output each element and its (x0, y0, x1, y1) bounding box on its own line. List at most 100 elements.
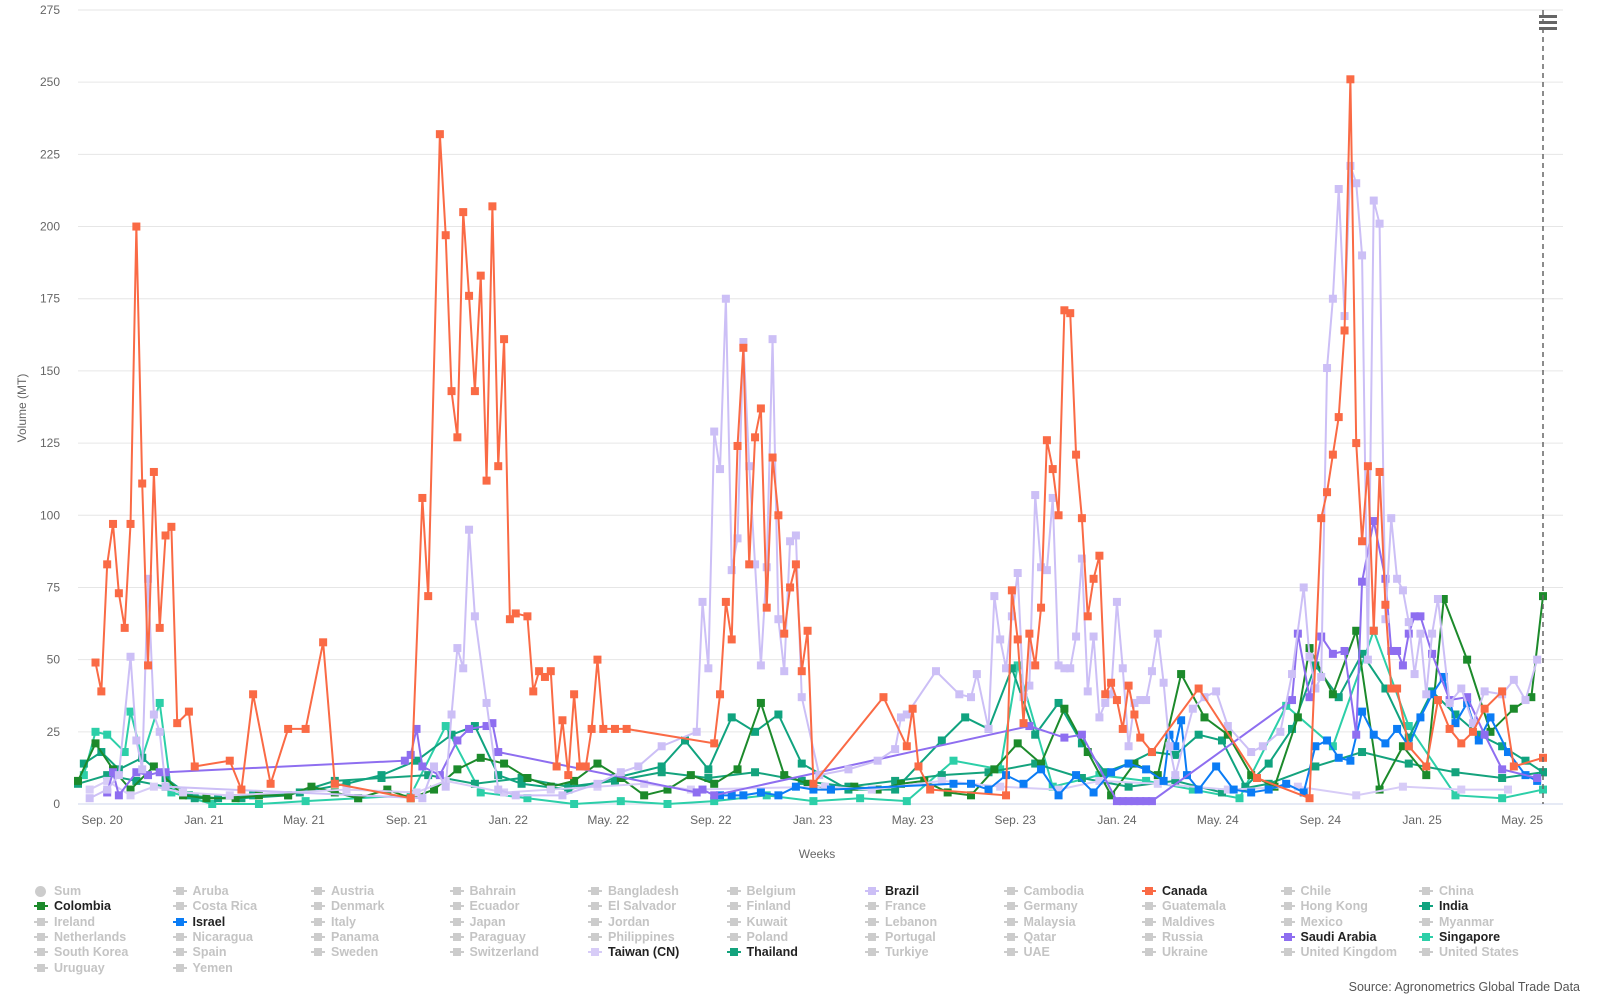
data-point[interactable] (1445, 698, 1454, 707)
data-point[interactable] (1369, 196, 1378, 205)
data-point[interactable] (1124, 797, 1133, 806)
data-point[interactable] (1346, 75, 1355, 84)
data-point[interactable] (891, 745, 900, 754)
data-point[interactable] (74, 776, 82, 785)
data-point[interactable] (1358, 577, 1367, 586)
data-point[interactable] (1188, 785, 1197, 794)
data-point[interactable] (581, 762, 590, 771)
data-point[interactable] (424, 771, 433, 780)
data-point[interactable] (465, 724, 474, 733)
data-point[interactable] (803, 626, 812, 635)
data-point[interactable] (1066, 664, 1075, 673)
data-point[interactable] (529, 687, 538, 696)
data-point[interactable] (1486, 713, 1495, 722)
legend-item-russia[interactable]: Russia (1142, 930, 1203, 944)
data-point[interactable] (1077, 554, 1086, 563)
data-point[interactable] (1451, 710, 1460, 719)
data-point[interactable] (710, 797, 719, 806)
data-point[interactable] (967, 779, 976, 788)
data-point[interactable] (249, 690, 258, 699)
data-point[interactable] (762, 603, 771, 612)
data-point[interactable] (1352, 730, 1361, 739)
data-point[interactable] (1445, 724, 1454, 733)
data-point[interactable] (1422, 690, 1431, 699)
data-point[interactable] (698, 597, 707, 606)
data-point[interactable] (453, 765, 462, 774)
data-point[interactable] (1048, 493, 1057, 502)
data-point[interactable] (1439, 672, 1448, 681)
data-point[interactable] (739, 338, 748, 347)
legend-item-lebanon[interactable]: Lebanon (865, 915, 937, 929)
legend-item-portugal[interactable]: Portugal (865, 930, 936, 944)
data-point[interactable] (1107, 768, 1116, 777)
data-point[interactable] (786, 583, 795, 592)
data-point[interactable] (1334, 413, 1343, 422)
data-point[interactable] (721, 597, 730, 606)
data-point[interactable] (733, 441, 742, 450)
data-point[interactable] (1177, 670, 1186, 679)
data-point[interactable] (1387, 684, 1396, 693)
data-point[interactable] (284, 791, 293, 800)
data-point[interactable] (1124, 759, 1133, 768)
data-point[interactable] (540, 672, 549, 681)
data-point[interactable] (103, 785, 112, 794)
data-point[interactable] (459, 208, 468, 217)
data-point[interactable] (1439, 595, 1448, 604)
data-point[interactable] (1002, 791, 1011, 800)
data-point[interactable] (1416, 629, 1425, 638)
data-point[interactable] (494, 771, 503, 780)
data-point[interactable] (1393, 574, 1402, 583)
data-point[interactable] (716, 791, 725, 800)
data-point[interactable] (1048, 465, 1057, 474)
data-point[interactable] (476, 753, 485, 762)
legend-item-sum[interactable]: Sum (34, 884, 81, 898)
data-point[interactable] (225, 791, 234, 800)
data-point[interactable] (103, 560, 112, 569)
data-point[interactable] (937, 771, 946, 780)
data-point[interactable] (640, 791, 649, 800)
legend-item-france[interactable]: France (865, 899, 926, 913)
data-point[interactable] (500, 759, 509, 768)
data-point[interactable] (1404, 618, 1413, 627)
data-point[interactable] (342, 785, 351, 794)
legend-item-brazil[interactable]: Brazil (865, 884, 919, 898)
legend-item-germany[interactable]: Germany (1003, 899, 1078, 913)
data-point[interactable] (1352, 439, 1361, 448)
data-point[interactable] (984, 768, 993, 777)
data-point[interactable] (1229, 785, 1238, 794)
data-point[interactable] (558, 716, 567, 725)
legend-item-uruguay[interactable]: Uruguay (34, 961, 105, 975)
data-point[interactable] (511, 791, 520, 800)
data-point[interactable] (1159, 678, 1168, 687)
legend-item-united-states[interactable]: United States (1419, 945, 1519, 959)
data-point[interactable] (1416, 713, 1425, 722)
data-point[interactable] (1381, 600, 1390, 609)
data-point[interactable] (132, 222, 141, 231)
data-point[interactable] (1037, 765, 1046, 774)
data-point[interactable] (844, 765, 853, 774)
data-point[interactable] (400, 756, 409, 765)
data-point[interactable] (657, 742, 666, 751)
data-point[interactable] (330, 779, 339, 788)
data-point[interactable] (377, 771, 386, 780)
data-point[interactable] (132, 736, 141, 745)
legend-item-ukraine[interactable]: Ukraine (1142, 945, 1208, 959)
data-point[interactable] (1037, 603, 1046, 612)
data-point[interactable] (756, 788, 765, 797)
data-point[interactable] (902, 797, 911, 806)
legend-item-panama[interactable]: Panama (311, 930, 379, 944)
legend-item-bahrain[interactable]: Bahrain (449, 884, 516, 898)
data-point[interactable] (1422, 771, 1431, 780)
data-point[interactable] (984, 785, 993, 794)
data-point[interactable] (949, 756, 958, 765)
data-point[interactable] (1037, 759, 1046, 768)
data-point[interactable] (1054, 511, 1063, 520)
legend-item-philippines[interactable]: Philippines (588, 930, 675, 944)
data-point[interactable] (681, 736, 690, 745)
data-point[interactable] (1171, 750, 1180, 759)
data-point[interactable] (1393, 684, 1402, 693)
data-point[interactable] (1311, 684, 1320, 693)
data-point[interactable] (1077, 514, 1086, 523)
data-point[interactable] (430, 785, 439, 794)
legend-item-singapore[interactable]: Singapore (1419, 930, 1500, 944)
